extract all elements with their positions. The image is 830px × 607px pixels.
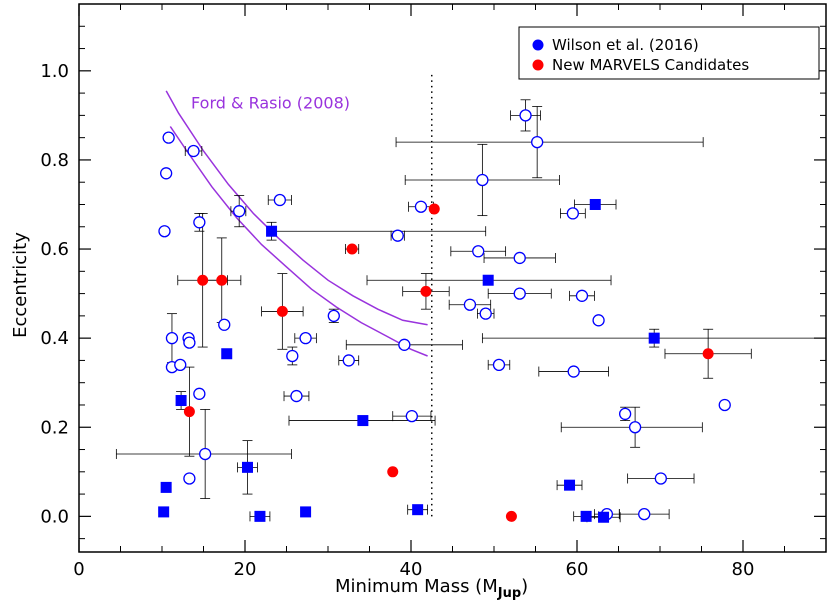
data-point-wilson-square [160,481,172,493]
ford-rasio-curve-lower [169,126,428,357]
plot-area: 0 20 40 60 80 0.0 0.2 0.4 0.6 0.8 1.0 [40,3,827,580]
y-tick-label: 0.8 [40,150,69,171]
data-point-wilson-square [300,506,312,518]
data-point-wilson-open [391,229,404,242]
plot-frame [78,3,827,553]
data-point-wilson-open [628,421,642,434]
data-point-wilson-open [531,135,544,149]
data-point-marvels [387,466,399,478]
data-point-wilson-square [254,510,266,522]
x-axis-label: Minimum Mass (MJup) [335,576,528,601]
data-point-wilson-square [221,348,233,360]
y-axis-label: Eccentricity [10,232,31,338]
x-tick-label: 40 [400,559,423,580]
data-point-wilson-open [233,205,246,218]
data-point-wilson-open [199,447,212,461]
y-tick-label: 0.6 [40,239,69,260]
data-point-wilson-open [183,336,196,349]
legend-marker-marvels [532,59,544,71]
data-point-wilson-open [575,289,589,302]
data-point-marvels [420,285,432,297]
data-point-wilson-open [193,387,206,400]
data-point-wilson-open [592,314,605,327]
data-point-wilson-open [342,354,355,367]
data-point-wilson-square [564,479,576,491]
data-point-marvels [346,243,358,255]
data-point-wilson-square [482,274,494,286]
data-point-marvels [428,203,440,215]
x-axis-label-main: Minimum Mass (M [335,576,498,597]
data-point-marvels [276,305,288,317]
data-point-wilson-open [414,200,428,213]
data-point-wilson-square [598,511,610,523]
data-point-wilson-open [519,109,532,122]
data-point-wilson-open [718,398,731,412]
legend: Wilson et al. (2016) New MARVELS Candida… [518,26,820,80]
y-tick-label: 0.2 [40,417,69,438]
data-point-wilson-square [648,332,660,344]
data-point-marvels [702,348,714,360]
data-point-wilson-square [266,225,278,237]
data-point-wilson-open [638,507,651,521]
legend-marker-wilson [532,39,544,51]
data-point-marvels [505,510,517,522]
data-point-wilson-open [218,318,231,331]
data-point-wilson-open [479,307,492,320]
y-tick-label: 1.0 [40,61,69,82]
data-point-wilson-open [193,216,206,229]
legend-box [518,26,820,80]
data-point-wilson-square [241,461,253,473]
data-point-wilson-open [405,409,418,423]
data-point-wilson-open [174,358,187,372]
data-point-wilson-square [412,504,424,516]
data-point-wilson-open [165,331,179,345]
y-tick-label: 0.4 [40,328,69,349]
data-point-wilson-open [286,349,299,363]
data-point-wilson-open [159,167,173,180]
data-point-wilson-open [567,365,580,378]
data-point-wilson-open [273,193,287,207]
data-point-wilson-square [158,506,170,518]
data-point-marvels [216,274,228,286]
data-point-wilson-open [290,389,303,403]
x-tick-label: 0 [73,559,84,580]
data-point-wilson-open [463,298,477,311]
data-point-wilson-square [589,198,601,210]
data-point-marvels [183,406,195,418]
data-point-wilson-open [618,407,632,421]
x-tick-label: 80 [732,559,755,580]
data-point-wilson-open [566,207,579,220]
data-point-marvels [197,274,209,286]
data-point-wilson-open [398,338,411,351]
data-point-wilson-square [357,415,369,427]
data-point-wilson-open [327,309,340,323]
data-point-wilson-square [580,510,592,522]
data-point-wilson-open [513,251,526,265]
legend-label-marvels: New MARVELS Candidates [552,56,749,74]
y-tick-label: 0.0 [40,506,69,527]
data-point-wilson-open [183,472,196,485]
x-tick-label: 60 [566,559,589,580]
ford-rasio-annotation: Ford & Rasio (2008) [191,94,350,113]
x-axis-label-sub: Jup [497,586,521,601]
x-axis-label-close: ) [521,576,528,597]
data-point-wilson-open [162,131,175,144]
data-point-wilson-open [476,173,489,187]
data-point-wilson-square [175,395,187,407]
legend-label-wilson: Wilson et al. (2016) [552,36,699,54]
data-point-wilson-open [513,287,526,300]
data-point-wilson-open [472,245,485,258]
data-point-wilson-open [492,358,506,372]
data-point-wilson-open [299,331,312,345]
data-point-wilson-open [654,472,667,485]
x-tick-label: 20 [234,559,257,580]
data-point-wilson-open [158,225,171,238]
ford-rasio-curve-upper [165,90,428,326]
data-point-wilson-open [187,144,200,158]
